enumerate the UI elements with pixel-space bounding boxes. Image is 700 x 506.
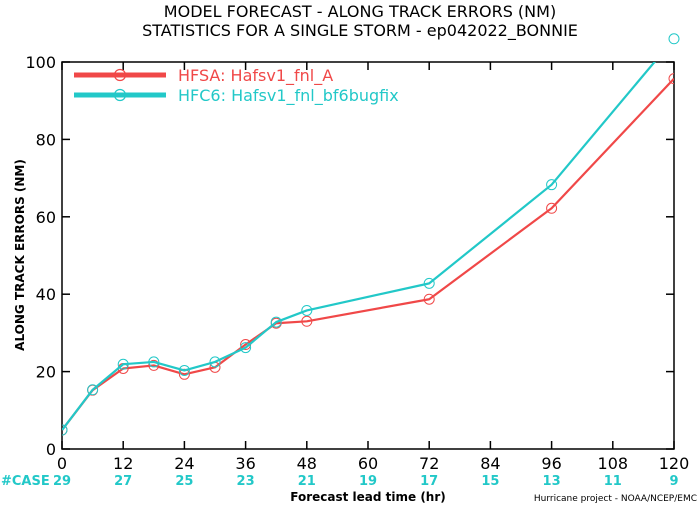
case-count: 9: [669, 474, 678, 489]
x-tick-label: 0: [57, 454, 67, 473]
data-point-2: [148, 356, 160, 368]
case-counts: 29 27 25 23 21 19 17 15 13 11 9: [53, 474, 679, 489]
data-point-2: [87, 384, 99, 396]
case-count: 13: [543, 474, 561, 489]
case-count: 11: [604, 474, 622, 489]
data-point-1: [301, 315, 313, 327]
case-count: 29: [53, 474, 71, 489]
chart-subtitle: STATISTICS FOR A SINGLE STORM - ep042022…: [142, 21, 578, 41]
case-count: 17: [420, 474, 438, 489]
x-tick-label: 108: [598, 454, 629, 473]
data-point-1: [423, 293, 435, 305]
x-axis: 0 12 24 36 48 60 72 84 96 108 120: [57, 62, 689, 473]
case-count: 25: [175, 474, 193, 489]
x-tick-label: 96: [541, 454, 561, 473]
y-tick-label: 20: [36, 363, 56, 382]
legend-label: HFC6: Hafsv1_fnl_bf6bugfix: [178, 86, 399, 106]
y-axis: 0 20 40 60 80 100: [25, 53, 674, 459]
y-tick-label: 80: [36, 130, 56, 149]
chart-title: MODEL FORECAST - ALONG TRACK ERRORS (NM): [164, 2, 556, 21]
data-point-outside-2: [668, 33, 680, 45]
series-layer: [62, 62, 674, 436]
x-tick-label: 24: [174, 454, 194, 473]
x-tick-label: 36: [235, 454, 255, 473]
credit-text: Hurricane project - NOAA/NCEP/EMC: [534, 494, 697, 504]
x-axis-label: Forecast lead time (hr): [290, 490, 446, 504]
series-line-1: [62, 77, 674, 431]
data-point-2: [546, 179, 558, 191]
data-point-2: [209, 356, 221, 368]
data-point-2: [117, 358, 129, 370]
y-tick-label: 60: [36, 208, 56, 227]
data-point-1: [148, 359, 160, 371]
data-point-2: [301, 304, 313, 316]
data-point-2: [62, 424, 68, 436]
plot-frame: [61, 61, 675, 450]
case-label: #CASE: [1, 474, 50, 489]
y-tick-label: 0: [46, 440, 56, 459]
y-axis-label: ALONG TRACK ERRORS (NM): [13, 159, 27, 351]
legend-label: HFSA: Hafsv1_fnl_A: [178, 66, 333, 86]
y-tick-label: 40: [36, 285, 56, 304]
x-tick-label: 12: [113, 454, 133, 473]
x-tick-label: 48: [297, 454, 317, 473]
data-point-2: [240, 342, 252, 354]
x-tick-label: 60: [358, 454, 378, 473]
case-count: 27: [114, 474, 132, 489]
legend-marker: [113, 68, 127, 82]
data-point-1: [546, 202, 558, 214]
data-point-2: [178, 364, 190, 376]
data-point-2: [270, 316, 282, 328]
case-count: 19: [359, 474, 377, 489]
legend-marker: [113, 88, 127, 102]
case-count: 23: [237, 474, 255, 489]
case-count: 21: [298, 474, 316, 489]
data-point-1: [668, 73, 674, 85]
case-count: 15: [481, 474, 499, 489]
data-point-2: [423, 277, 435, 289]
x-tick-label: 84: [480, 454, 500, 473]
x-tick-label: 120: [659, 454, 690, 473]
series-line-2: [62, 62, 656, 431]
x-tick-label: 72: [419, 454, 439, 473]
y-tick-label: 100: [25, 53, 56, 72]
